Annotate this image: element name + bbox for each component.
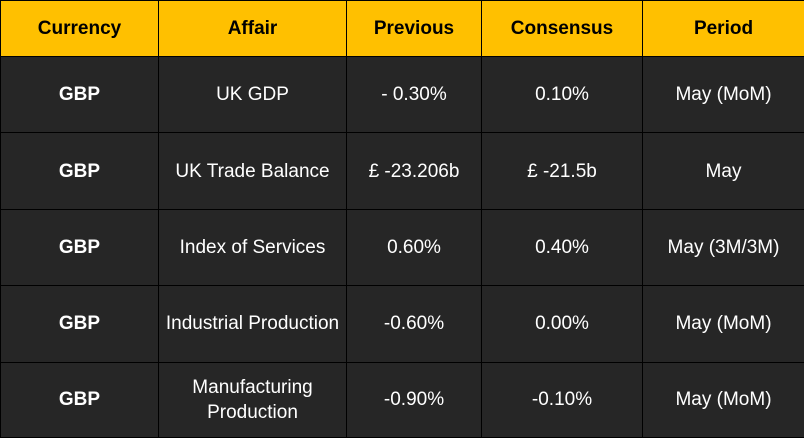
cell-previous: 0.60%: [346, 208, 482, 287]
header-previous: Previous: [346, 0, 482, 57]
cell-period: May (MoM): [642, 55, 804, 134]
header-consensus: Consensus: [481, 0, 643, 57]
cell-currency: GBP: [0, 132, 159, 210]
cell-currency: GBP: [0, 55, 159, 134]
table-body: GBP UK GDP - 0.30% 0.10% May (MoM) GBP U…: [0, 55, 804, 438]
cell-consensus: 0.00%: [481, 285, 643, 363]
cell-previous: -0.60%: [346, 285, 482, 363]
cell-currency: GBP: [0, 285, 159, 363]
table-row: GBP UK GDP - 0.30% 0.10% May (MoM): [0, 55, 804, 134]
cell-currency: GBP: [0, 208, 159, 287]
table-row: GBP Index of Services 0.60% 0.40% May (3…: [0, 208, 804, 287]
cell-affair: Index of Services: [158, 208, 347, 287]
cell-consensus: £ -21.5b: [481, 132, 643, 210]
header-affair: Affair: [158, 0, 347, 57]
table-row: GBP UK Trade Balance £ -23.206b £ -21.5b…: [0, 132, 804, 210]
cell-currency: GBP: [0, 361, 159, 438]
cell-affair: Manufacturing Production: [158, 361, 347, 438]
cell-consensus: 0.10%: [481, 55, 643, 134]
table-row: GBP Manufacturing Production -0.90% -0.1…: [0, 361, 804, 438]
cell-affair: UK Trade Balance: [158, 132, 347, 210]
table-header: Currency Affair Previous Consensus Perio…: [0, 0, 804, 57]
cell-previous: - 0.30%: [346, 55, 482, 134]
cell-previous: £ -23.206b: [346, 132, 482, 210]
cell-consensus: 0.40%: [481, 208, 643, 287]
cell-previous: -0.90%: [346, 361, 482, 438]
header-period: Period: [642, 0, 804, 57]
table-row: GBP Industrial Production -0.60% 0.00% M…: [0, 285, 804, 363]
cell-consensus: -0.10%: [481, 361, 643, 438]
header-currency: Currency: [0, 0, 159, 57]
cell-period: May (MoM): [642, 285, 804, 363]
header-row: Currency Affair Previous Consensus Perio…: [0, 0, 804, 57]
cell-period: May (MoM): [642, 361, 804, 438]
cell-period: May: [642, 132, 804, 210]
cell-period: May (3M/3M): [642, 208, 804, 287]
cell-affair: Industrial Production: [158, 285, 347, 363]
cell-affair: UK GDP: [158, 55, 347, 134]
